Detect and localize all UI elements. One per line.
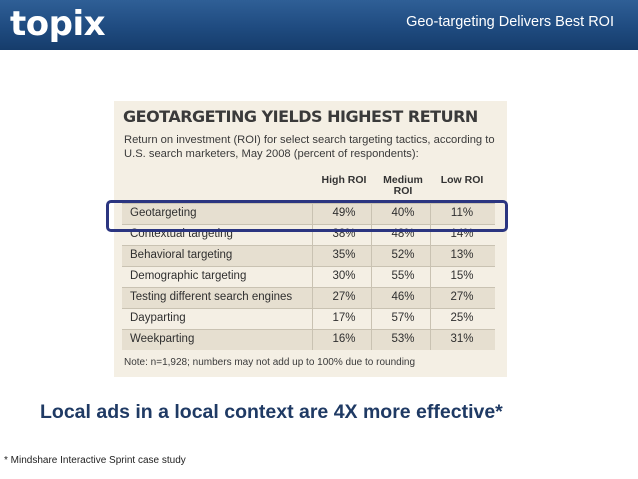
column-divider (312, 309, 313, 329)
cell-medium-roi: 53% (391, 333, 415, 345)
column-divider (430, 288, 431, 308)
row-label: Behavioral targeting (130, 249, 233, 261)
header-bar: topix Geo-targeting Delivers Best ROI (0, 0, 638, 50)
column-divider (371, 204, 372, 224)
cell-low-roi: 11% (450, 207, 474, 219)
footnote: * Mindshare Interactive Sprint case stud… (4, 455, 186, 466)
roi-table: High ROI Medium ROI Low ROI Geotargeting… (122, 171, 495, 350)
column-divider (371, 267, 372, 287)
column-divider (430, 309, 431, 329)
column-divider (371, 330, 372, 350)
column-divider (430, 225, 431, 245)
cell-medium-roi: 57% (391, 312, 415, 324)
geotargeting-highlight-frame (106, 200, 508, 232)
column-divider (371, 246, 372, 266)
column-divider (430, 204, 431, 224)
table-row: Testing different search engines 27% 46% 27… (122, 287, 495, 308)
column-divider (430, 330, 431, 350)
column-header-low-roi: Low ROI (440, 174, 484, 186)
table-subtitle: Return on investment (ROI) for select se… (124, 134, 495, 160)
topix-logo: topix (10, 4, 106, 44)
column-divider (312, 267, 313, 287)
column-divider (312, 288, 313, 308)
row-label: Weekparting (130, 333, 195, 345)
cell-high-roi: 27% (332, 291, 356, 303)
cell-high-roi: 49% (332, 207, 356, 219)
table-row: Weekparting 16% 53% 31% (122, 329, 495, 350)
column-divider (430, 267, 431, 287)
slide-title: Geo-targeting Delivers Best ROI (406, 14, 614, 30)
roi-table-card: GEOTARGETING YIELDS HIGHEST RETURN Retur… (114, 101, 507, 377)
column-header-medium-roi: Medium ROI (383, 174, 423, 197)
cell-medium-roi: 52% (391, 249, 415, 261)
column-divider (312, 246, 313, 266)
row-label: Geotargeting (130, 207, 197, 219)
cell-high-roi: 30% (332, 270, 356, 282)
cell-low-roi: 31% (450, 333, 474, 345)
column-divider (312, 204, 313, 224)
table-note: Note: n=1,928; numbers may not add up to… (124, 357, 416, 368)
row-label: Testing different search engines (130, 291, 293, 303)
table-row: Behavioral targeting 35% 52% 13% (122, 245, 495, 266)
table-title: GEOTARGETING YIELDS HIGHEST RETURN (123, 107, 478, 126)
cell-high-roi: 35% (332, 249, 356, 261)
cell-medium-roi: 55% (391, 270, 415, 282)
column-header-high-roi: High ROI (321, 174, 367, 186)
column-divider (312, 330, 313, 350)
table-row: Demographic targeting 30% 55% 15% (122, 266, 495, 287)
column-divider (371, 309, 372, 329)
column-divider (430, 246, 431, 266)
column-divider (312, 225, 313, 245)
row-label: Demographic targeting (130, 270, 247, 282)
cell-low-roi: 13% (450, 249, 474, 261)
cell-medium-roi: 40% (391, 207, 415, 219)
column-divider (371, 225, 372, 245)
cell-low-roi: 15% (450, 270, 474, 282)
cell-low-roi: 25% (450, 312, 474, 324)
table-row: Geotargeting 49% 40% 11% (122, 203, 495, 224)
cell-high-roi: 16% (332, 333, 356, 345)
cell-low-roi: 27% (450, 291, 474, 303)
table-header-row: High ROI Medium ROI Low ROI (122, 171, 495, 203)
column-divider (371, 288, 372, 308)
cell-medium-roi: 46% (391, 291, 415, 303)
cell-high-roi: 17% (332, 312, 356, 324)
row-label: Dayparting (130, 312, 186, 324)
table-row: Dayparting 17% 57% 25% (122, 308, 495, 329)
headline: Local ads in a local context are 4X more… (40, 401, 503, 423)
